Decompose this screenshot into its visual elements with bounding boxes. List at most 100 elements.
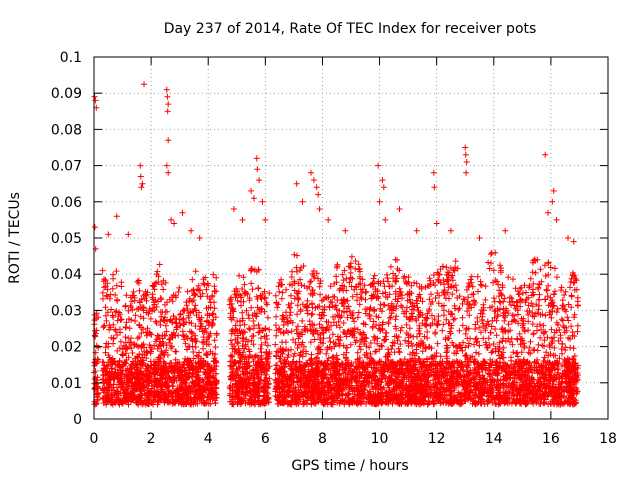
data-point (119, 381, 126, 388)
data-point (112, 327, 119, 334)
data-point (110, 271, 116, 278)
data-point (134, 335, 141, 342)
data-point (226, 384, 233, 391)
data-point (170, 292, 177, 298)
data-point (153, 320, 160, 326)
data-point (148, 346, 155, 353)
data-point (574, 322, 581, 329)
data-point (116, 345, 123, 352)
data-point (105, 343, 112, 350)
data-point (162, 322, 169, 329)
data-point (195, 359, 202, 366)
data-point (141, 348, 148, 355)
data-point (155, 358, 162, 365)
data-point (122, 388, 129, 395)
data-point (112, 391, 118, 398)
data-point (110, 321, 117, 328)
data-point (456, 327, 463, 334)
data-point (203, 286, 210, 293)
data-point (114, 297, 121, 304)
data-point (149, 305, 156, 311)
data-point (552, 265, 558, 272)
data-point (248, 304, 255, 311)
data-point (248, 280, 255, 287)
data-point (114, 332, 120, 338)
data-point (133, 342, 140, 349)
data-point (129, 306, 136, 313)
data-point (213, 332, 220, 338)
data-point (117, 329, 124, 336)
data-point (92, 368, 99, 375)
data-point (137, 385, 144, 392)
data-point (150, 283, 157, 290)
data-point (127, 302, 134, 309)
data-point (189, 378, 196, 385)
data-point (102, 304, 109, 311)
data-point (297, 308, 304, 315)
data-point (211, 283, 218, 290)
data-point (162, 332, 169, 339)
data-point (143, 291, 150, 298)
data-point (129, 292, 136, 299)
data-point (500, 344, 507, 351)
data-point (274, 304, 281, 311)
data-point (102, 277, 109, 284)
data-point (132, 355, 139, 362)
data-point (227, 337, 234, 344)
data-point (293, 359, 300, 366)
data-point (199, 377, 206, 384)
data-point (117, 317, 124, 323)
data-point (169, 334, 176, 341)
data-point (288, 328, 295, 335)
data-point (130, 360, 137, 367)
data-point (255, 321, 262, 328)
data-point (240, 274, 247, 281)
data-point (213, 378, 220, 385)
data-point (102, 312, 109, 319)
data-point (190, 308, 197, 315)
data-point (396, 349, 403, 356)
data-point (406, 325, 413, 332)
data-point (299, 317, 306, 324)
data-point (266, 290, 273, 297)
data-point (125, 307, 132, 314)
data-point (434, 340, 441, 347)
data-point (471, 297, 477, 304)
data-point (475, 350, 482, 357)
data-point (180, 361, 187, 368)
data-point (100, 324, 107, 331)
data-point (102, 349, 109, 356)
data-point (195, 282, 202, 289)
data-point (210, 271, 217, 278)
data-point (138, 342, 145, 349)
data-point (199, 392, 206, 399)
data-point (128, 369, 135, 376)
data-point (188, 320, 195, 327)
data-point (184, 305, 191, 312)
data-point (171, 378, 178, 385)
data-point (99, 267, 106, 274)
data-point (156, 261, 163, 268)
data-point (160, 286, 167, 293)
data-point (358, 290, 365, 296)
data-point (154, 268, 161, 275)
data-point (110, 381, 117, 388)
data-point (192, 268, 199, 275)
data-point (548, 314, 555, 321)
data-point (258, 349, 265, 356)
data-point (126, 339, 133, 346)
data-point (124, 372, 131, 379)
data-point (210, 368, 217, 375)
data-point (202, 369, 209, 376)
data-point (183, 299, 190, 306)
data-point (172, 360, 179, 366)
data-point (135, 280, 142, 287)
data-point (180, 307, 187, 314)
data-point (137, 365, 144, 372)
data-point (184, 288, 191, 295)
data-point (103, 292, 110, 299)
data-point (94, 396, 101, 403)
data-point (501, 295, 508, 302)
data-point (234, 318, 241, 324)
data-point (212, 314, 219, 321)
